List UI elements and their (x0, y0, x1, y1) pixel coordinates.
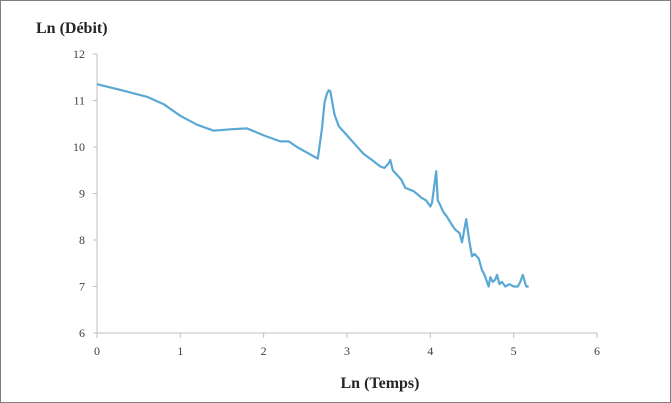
x-axis-title: Ln (Temps) (341, 375, 420, 392)
y-axis-ticks: 6 7 8 9 10 11 12 (73, 47, 97, 340)
y-tick-label: 7 (79, 280, 85, 294)
y-tick-label: 10 (73, 140, 85, 154)
x-tick-label: 5 (511, 344, 517, 358)
series-line (96, 83, 529, 288)
x-tick-label: 0 (94, 344, 100, 358)
x-tick-label: 6 (594, 344, 600, 358)
x-tick-label: 1 (177, 344, 183, 358)
y-tick-label: 6 (79, 326, 85, 340)
y-tick-label: 12 (73, 47, 85, 61)
x-axis-ticks: 0 1 2 3 4 5 6 (94, 333, 600, 358)
y-tick-label: 11 (73, 94, 85, 108)
y-tick-label: 9 (79, 187, 85, 201)
x-tick-label: 2 (261, 344, 267, 358)
y-axis-title: Ln (Débit) (36, 20, 108, 37)
x-tick-label: 4 (427, 344, 433, 358)
y-tick-label: 8 (79, 233, 85, 247)
x-tick-label: 3 (344, 344, 350, 358)
